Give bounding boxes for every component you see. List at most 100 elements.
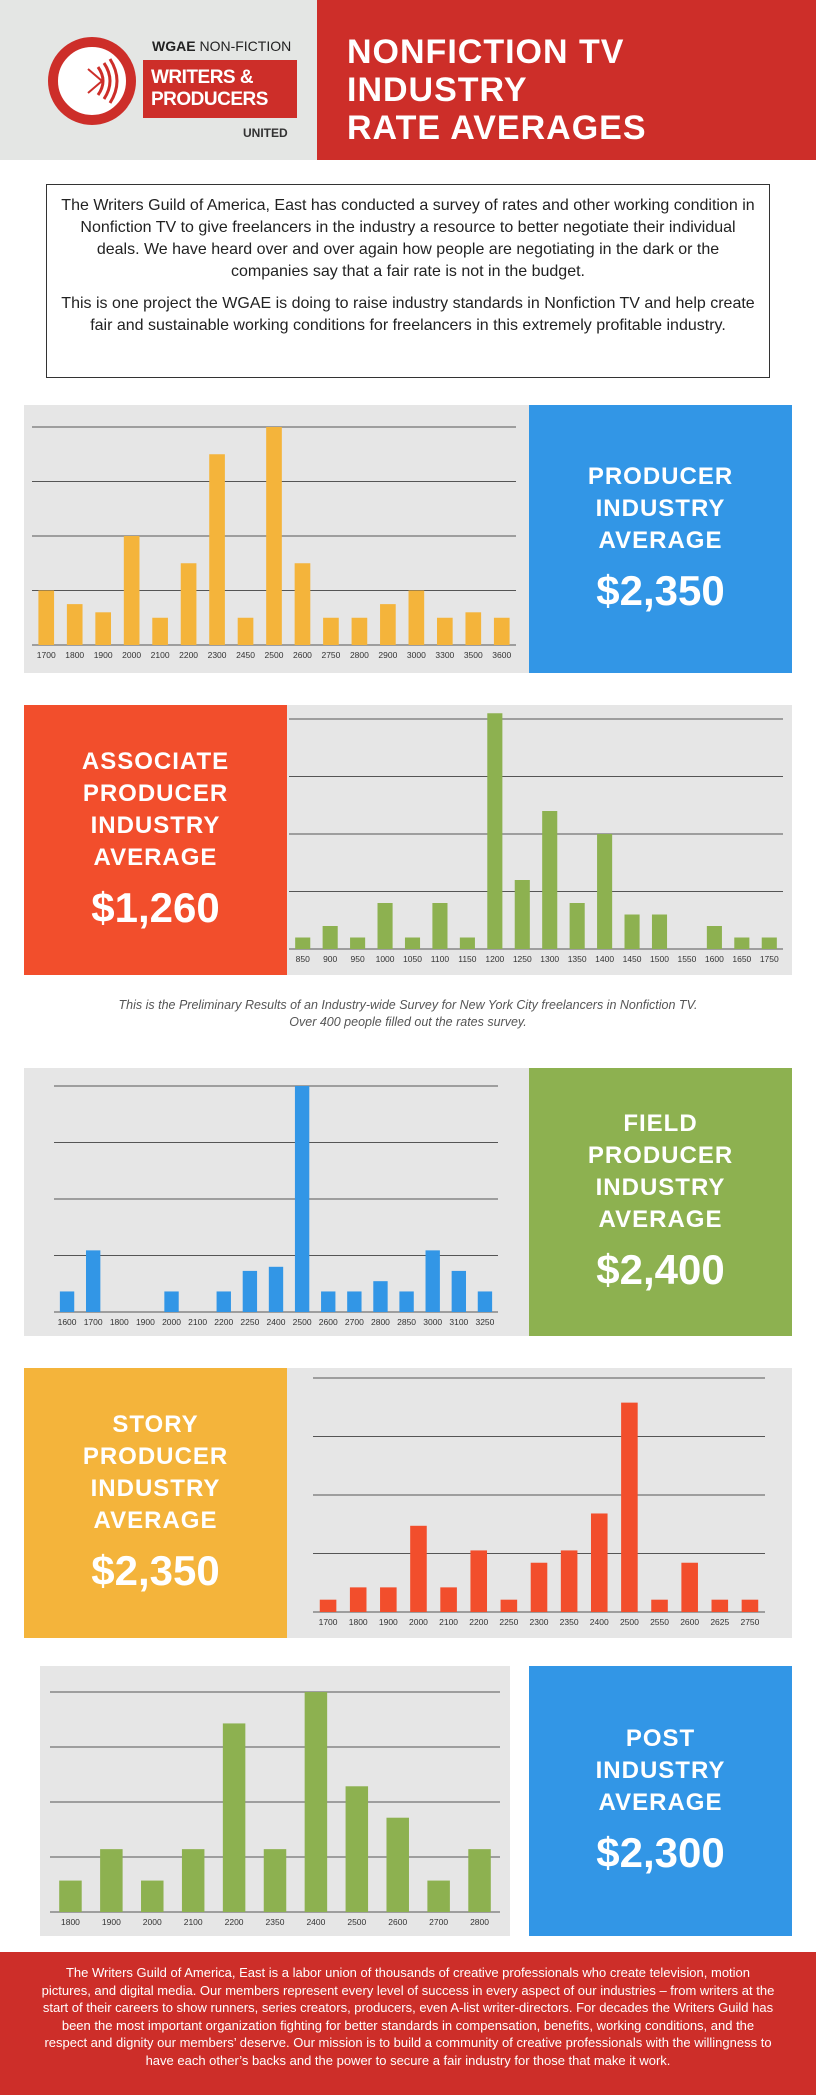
- bar-1800: [59, 1880, 82, 1912]
- post-average-card: POST INDUSTRY AVERAGE $2,300: [529, 1666, 792, 1936]
- bar-2300: [530, 1562, 548, 1612]
- card-label-line: PRODUCER: [587, 1142, 734, 1169]
- x-tick-label: 2500: [265, 650, 284, 660]
- intro-box: The Writers Guild of America, East has c…: [46, 184, 770, 378]
- bar-1100: [432, 903, 448, 949]
- card-label-line: AVERAGE: [93, 1507, 218, 1534]
- page-title-line-2: INDUSTRY: [347, 71, 528, 109]
- bar-3500: [465, 612, 482, 645]
- x-tick-label: 1150: [458, 954, 477, 964]
- bar-1750: [761, 937, 777, 949]
- logo-bottom-text: UNITED: [243, 126, 288, 140]
- bar-2500: [345, 1786, 369, 1912]
- bar-2400: [590, 1513, 608, 1612]
- card-label-line: PRODUCER: [82, 1443, 229, 1470]
- bar-1650: [734, 937, 750, 949]
- x-tick-label: 2500: [620, 1617, 639, 1627]
- bar-2500: [266, 427, 282, 645]
- card-label-line: INDUSTRY: [595, 495, 726, 522]
- bar-2200: [222, 1723, 246, 1912]
- post-average-label: POST INDUSTRY AVERAGE: [596, 1723, 726, 1819]
- x-tick-label: 1200: [485, 954, 504, 964]
- field-producer-chart: 1600 1700 1800 1900 2000 2100 2200 2250 2400 2500…: [54, 1085, 498, 1327]
- x-tick-label: 2400: [267, 1317, 286, 1327]
- page-title-line-3: RATE AVERAGES: [347, 109, 647, 147]
- x-tick-label: 2600: [319, 1317, 338, 1327]
- x-tick-label: 1650: [732, 954, 751, 964]
- x-tick-label: 1500: [650, 954, 669, 964]
- bar-1600: [59, 1291, 75, 1312]
- x-tick-label: 1050: [403, 954, 422, 964]
- bar-3250: [477, 1291, 493, 1312]
- x-tick-label: 2625: [710, 1617, 729, 1627]
- bar-2350: [263, 1849, 287, 1912]
- x-tick-label: 2900: [378, 650, 397, 660]
- bar-2500: [294, 1086, 310, 1312]
- x-tick-label: 2250: [240, 1317, 259, 1327]
- x-tick-label: 1350: [568, 954, 587, 964]
- bar-2800: [351, 617, 368, 645]
- associate-producer-average-label: ASSOCIATE PRODUCER INDUSTRY AVERAGE: [82, 746, 229, 874]
- bar-1200: [487, 713, 503, 949]
- x-tick-label: 2400: [306, 1917, 325, 1927]
- bar-2800: [468, 1849, 491, 1912]
- card-label-line: FIELD: [623, 1110, 698, 1137]
- x-tick-label: 2850: [397, 1317, 416, 1327]
- x-tick-label: 2700: [429, 1917, 448, 1927]
- bar-2700: [427, 1880, 450, 1912]
- producer-average-amount: $2,350: [596, 567, 725, 614]
- x-tick-label: 2350: [266, 1917, 285, 1927]
- post-chart: 1800 1900 2000 2100 2200 2350 2400 2500 2600 2700…: [50, 1691, 500, 1927]
- bar-2500: [621, 1402, 638, 1612]
- bar-1900: [95, 612, 112, 645]
- bar-2400: [268, 1266, 284, 1312]
- bar-1500: [651, 914, 668, 949]
- intro-paragraph-2: This is one project the WGAE is doing to…: [61, 295, 755, 334]
- x-tick-label: 2500: [347, 1917, 366, 1927]
- x-tick-label: 1550: [677, 954, 696, 964]
- bar-1150: [459, 937, 475, 949]
- x-tick-label: 900: [323, 954, 337, 964]
- x-tick-label: 1900: [379, 1617, 398, 1627]
- bar-2300: [209, 454, 225, 645]
- bar-1050: [404, 937, 421, 949]
- x-tick-label: 2350: [560, 1617, 579, 1627]
- x-tick-label: 2700: [345, 1317, 364, 1327]
- bar-2900: [380, 604, 396, 645]
- bar-2200: [180, 563, 197, 645]
- x-tick-label: 2200: [225, 1917, 244, 1927]
- bar-2200: [216, 1291, 231, 1312]
- field-producer-average-amount: $2,400: [596, 1246, 725, 1293]
- story-producer-average-label: STORY PRODUCER INDUSTRY AVERAGE: [83, 1409, 228, 1537]
- bar-2400: [304, 1692, 328, 1912]
- card-label-line: PRODUCER: [82, 780, 229, 807]
- bar-2250: [500, 1599, 518, 1612]
- x-tick-label: 2250: [499, 1617, 518, 1627]
- x-tick-label: 3000: [407, 650, 426, 660]
- card-label-line: AVERAGE: [598, 1789, 723, 1816]
- x-tick-label: 1900: [102, 1917, 121, 1927]
- bar-2600: [681, 1562, 698, 1612]
- x-tick-label: 1900: [136, 1317, 155, 1327]
- x-tick-label: 2000: [143, 1917, 162, 1927]
- x-tick-label: 1900: [94, 650, 113, 660]
- bar-850: [295, 937, 311, 949]
- bar-2600: [386, 1817, 409, 1912]
- x-tick-label: 3000: [423, 1317, 442, 1327]
- x-tick-label: 3250: [475, 1317, 494, 1327]
- x-tick-label: 1700: [84, 1317, 103, 1327]
- card-label-line: STORY: [112, 1411, 199, 1438]
- bar-2100: [152, 617, 168, 645]
- x-tick-label: 2100: [439, 1617, 458, 1627]
- bar-1450: [624, 914, 640, 949]
- bar-1900: [380, 1587, 397, 1612]
- bar-1250: [514, 880, 530, 949]
- x-tick-label: 2000: [409, 1617, 428, 1627]
- x-tick-label: 1600: [705, 954, 724, 964]
- x-tick-label: 1800: [349, 1617, 368, 1627]
- bar-2600: [321, 1291, 336, 1312]
- x-tick-label: 2300: [208, 650, 227, 660]
- intro-paragraph-1: The Writers Guild of America, East has c…: [61, 197, 755, 280]
- page-title-line-1: NONFICTION TV: [347, 33, 625, 71]
- bar-2600: [294, 563, 311, 645]
